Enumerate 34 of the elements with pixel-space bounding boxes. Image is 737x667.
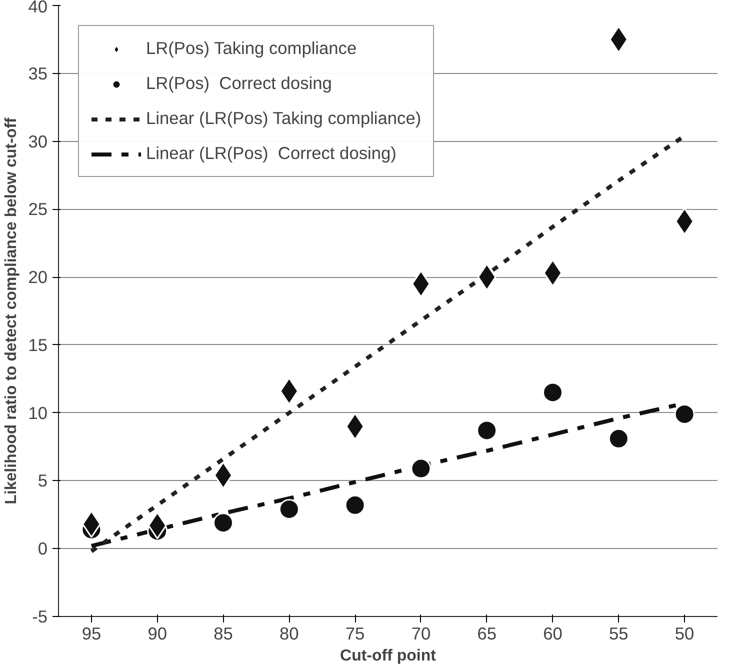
y-tick-label: 25 [28, 199, 48, 220]
point [410, 458, 432, 479]
x-tick-label: 60 [543, 624, 562, 644]
y-tick-label: 40 [28, 0, 48, 16]
x-tick-label: 85 [214, 624, 233, 644]
point [608, 428, 629, 449]
legend-label: Linear (LR(Pos) Taking compliance) [146, 108, 422, 129]
x-tick-label: 65 [477, 624, 496, 644]
point [542, 382, 563, 403]
legend-label: LR(Pos) Taking compliance [146, 38, 357, 59]
y-tick-label: 0 [38, 538, 48, 559]
point [344, 494, 366, 516]
x-tick-label: 90 [148, 624, 167, 644]
x-tick-label: 50 [674, 624, 694, 644]
y-tick-label: 10 [28, 402, 48, 423]
y-tick-label: 15 [28, 334, 48, 355]
y-tick-label: 35 [28, 63, 48, 84]
point [476, 420, 498, 441]
y-tick-label: 30 [28, 131, 48, 152]
x-tick-label: 80 [280, 624, 299, 644]
y-tick-label: -5 [32, 606, 48, 626]
legend-label: LR(Pos) Correct dosing [146, 73, 332, 94]
point [674, 404, 695, 424]
x-axis-title: Cut-off point [340, 648, 437, 664]
y-tick-label: 5 [38, 470, 48, 491]
y-axis-title: Likelihood ratio to detect compliance below cut-off [3, 116, 20, 504]
x-tick-label: 55 [609, 624, 628, 644]
x-tick-label: 70 [411, 624, 431, 644]
x-tick-label: 75 [345, 624, 365, 644]
y-tick-label: 20 [28, 267, 48, 288]
legend-label: Linear (LR(Pos) Correct dosing) [146, 143, 396, 164]
point [213, 512, 234, 534]
x-tick-label: 95 [82, 624, 102, 644]
point [278, 499, 300, 520]
